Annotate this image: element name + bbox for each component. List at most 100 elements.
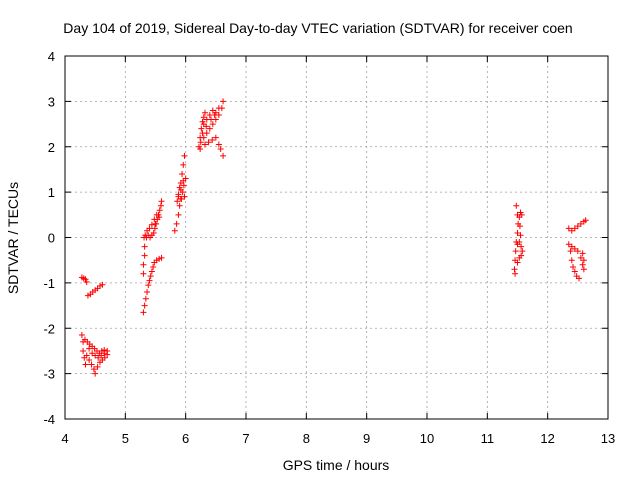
data-point <box>158 254 165 261</box>
data-point <box>88 361 95 368</box>
data-point <box>571 225 578 232</box>
x-tick-label: 8 <box>303 431 310 446</box>
data-point <box>140 309 147 316</box>
data-point <box>209 107 216 114</box>
y-tick-label: -2 <box>43 321 55 336</box>
data-point <box>98 352 105 359</box>
data-point <box>141 243 148 250</box>
data-point <box>579 261 586 268</box>
data-point <box>148 221 155 228</box>
data-point <box>565 241 572 248</box>
data-point <box>176 202 183 209</box>
data-point <box>212 134 219 141</box>
data-point <box>146 277 153 284</box>
data-point <box>208 116 215 123</box>
data-point <box>201 141 208 148</box>
data-point <box>570 263 577 270</box>
data-point <box>568 243 575 250</box>
data-point <box>198 125 205 132</box>
data-point <box>519 248 526 255</box>
data-point <box>209 136 216 143</box>
data-point <box>568 257 575 264</box>
data-point <box>157 202 164 209</box>
data-point <box>104 347 111 354</box>
data-point <box>518 243 525 250</box>
data-point <box>582 217 589 224</box>
grid-lines <box>65 56 608 419</box>
data-point <box>511 266 518 273</box>
data-point <box>101 354 108 361</box>
data-point <box>78 332 85 339</box>
data-point <box>175 211 182 218</box>
data-point <box>146 225 153 232</box>
data-point <box>574 248 581 255</box>
data-point <box>83 352 90 359</box>
y-tick-label: 3 <box>48 94 55 109</box>
data-point <box>178 195 185 202</box>
data-point <box>141 252 148 259</box>
data-point <box>565 225 572 232</box>
x-tick-label: 6 <box>182 431 189 446</box>
data-point <box>181 193 188 200</box>
data-point <box>512 270 519 277</box>
data-point <box>514 259 521 266</box>
y-tick-label: -1 <box>43 276 55 291</box>
data-point <box>199 130 206 137</box>
x-tick-label: 7 <box>242 431 249 446</box>
x-tick-label: 4 <box>61 431 68 446</box>
data-point <box>99 281 106 288</box>
data-point <box>513 202 520 209</box>
data-point <box>200 134 207 141</box>
data-point <box>181 152 188 159</box>
data-point <box>205 139 212 146</box>
data-point <box>571 245 578 252</box>
data-point <box>512 248 519 255</box>
data-point <box>516 223 523 230</box>
data-point <box>95 354 102 361</box>
data-point <box>156 214 163 221</box>
data-point <box>171 227 178 234</box>
data-point <box>140 270 147 277</box>
y-tick-labels: -4 -3 -2 -1 0 1 2 3 4 <box>43 49 55 427</box>
data-point <box>80 347 87 354</box>
y-tick-label: 4 <box>48 49 55 64</box>
data-point <box>156 207 163 214</box>
data-point <box>174 198 181 205</box>
data-point <box>89 350 96 357</box>
data-points <box>78 98 589 377</box>
x-tick-label: 5 <box>122 431 129 446</box>
data-point <box>92 370 99 377</box>
data-point <box>173 220 180 227</box>
y-axis-label: SDTVAR / TECUs <box>5 182 21 294</box>
data-point <box>580 266 587 273</box>
y-tick-label: -4 <box>43 412 55 427</box>
data-point <box>197 139 204 146</box>
data-point <box>152 220 159 227</box>
data-point <box>141 302 148 309</box>
data-point <box>90 366 97 373</box>
data-point <box>144 288 151 295</box>
data-point <box>577 220 584 227</box>
data-point <box>201 109 208 116</box>
data-point <box>514 229 521 236</box>
data-point <box>568 227 575 234</box>
data-point <box>211 111 218 118</box>
data-point <box>82 361 89 368</box>
data-point <box>145 282 152 289</box>
data-point <box>86 345 93 352</box>
data-point <box>579 250 586 257</box>
data-point <box>150 229 157 236</box>
data-point <box>147 273 154 280</box>
data-point <box>220 98 227 105</box>
data-point <box>220 152 227 159</box>
data-point <box>92 352 99 359</box>
x-tick-label: 12 <box>540 431 554 446</box>
x-tick-label: 13 <box>601 431 615 446</box>
data-point <box>580 257 587 264</box>
data-point <box>215 105 222 112</box>
data-point <box>518 252 525 259</box>
data-point <box>200 114 207 121</box>
data-point <box>86 357 93 364</box>
data-point <box>217 146 224 153</box>
